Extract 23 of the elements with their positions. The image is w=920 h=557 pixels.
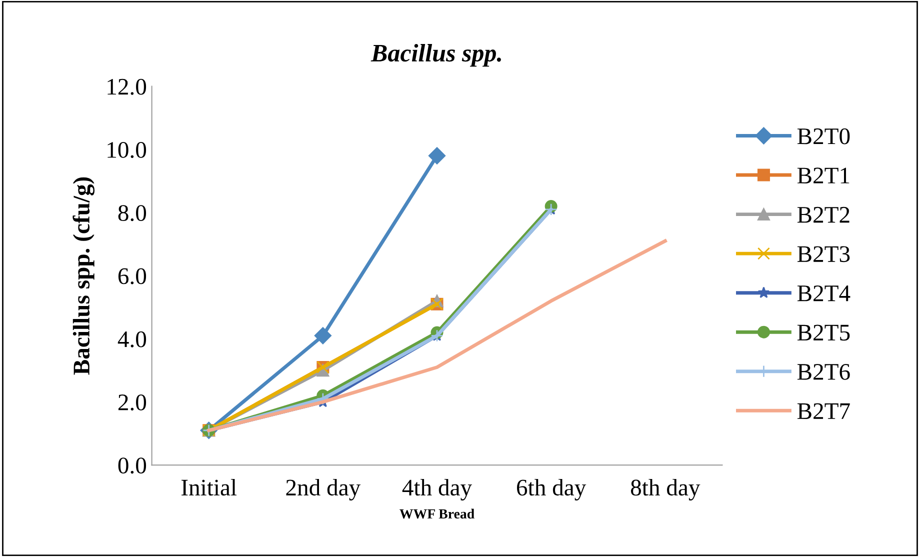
y-axis-title: Bacillus spp. (cfu/g)	[72, 177, 95, 375]
legend-label: B2T6	[797, 364, 850, 380]
y-tick-label: 8.0	[118, 205, 146, 222]
legend-label: B2T2	[797, 206, 850, 223]
chart-title: Bacillus spp.	[370, 44, 501, 67]
x-axis-title: WWF Bread	[400, 508, 474, 519]
y-tick-label: 2.0	[118, 394, 146, 410]
x-tick-label: 4th day	[402, 478, 472, 500]
legend-label: B2T1	[797, 168, 850, 184]
legend-label: B2T0	[797, 128, 850, 144]
x-tick-label: 6th day	[517, 478, 586, 500]
x-tick-label: 8th day	[630, 478, 700, 500]
legend-label: B2T3	[797, 246, 850, 262]
y-tick-label: 12.0	[108, 78, 146, 95]
legend-label: B2T5	[797, 324, 850, 341]
y-tick-label: 0.0	[118, 458, 146, 474]
y-tick-label: 10.0	[108, 142, 146, 158]
y-tick-label: 4.0	[118, 331, 146, 348]
y-tick-label: 6.0	[118, 268, 146, 284]
legend-label: B2T7	[797, 403, 850, 419]
legend-label: B2T4	[797, 285, 850, 302]
x-tick-label: 2nd day	[286, 478, 361, 500]
x-tick-label: Initial	[182, 478, 237, 496]
